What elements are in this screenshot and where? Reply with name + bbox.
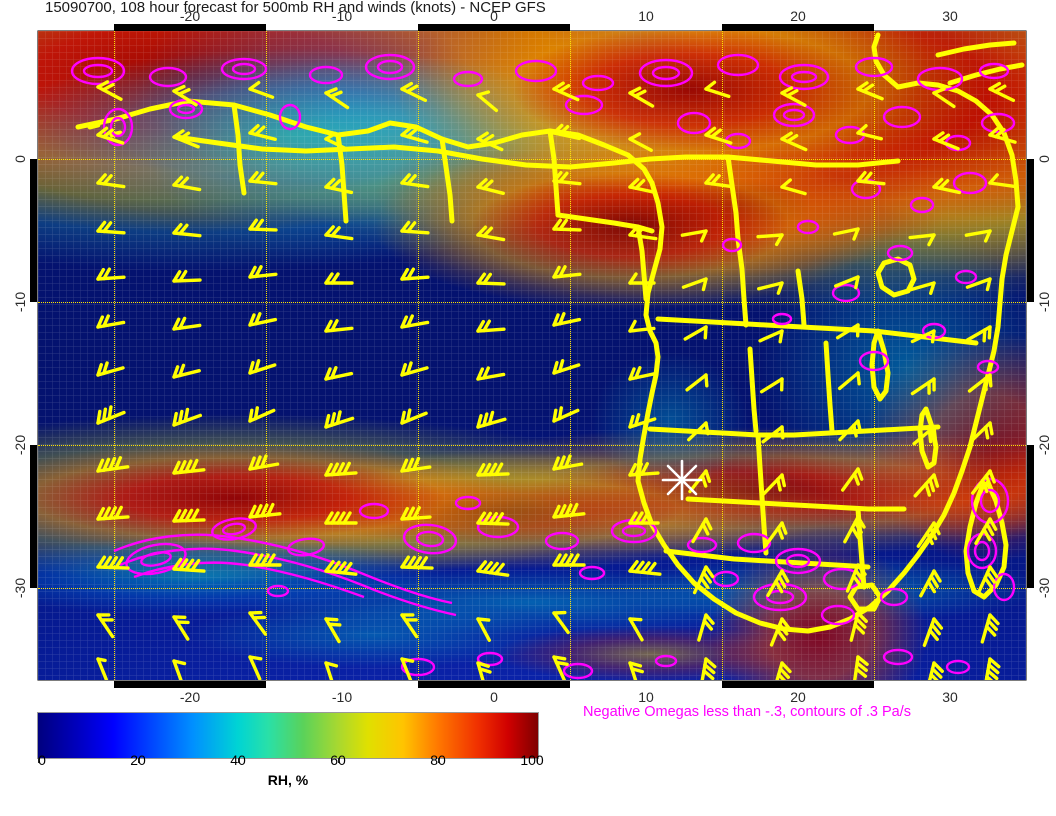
graticule-lon-0 <box>418 31 419 680</box>
wind-barb-layer <box>38 31 1026 680</box>
colorbar <box>38 713 538 763</box>
y-tick-right-0: 0 <box>1036 155 1052 163</box>
x-tick-top-0: -20 <box>179 8 201 24</box>
right-tick-band-2 <box>1027 445 1034 588</box>
top-tick-band-2 <box>418 24 570 31</box>
graticule-lat--10 <box>38 302 1026 303</box>
omega-contour-layer <box>38 31 1026 680</box>
x-tick-bottom-1: -10 <box>331 689 353 705</box>
left-tick-band-1 <box>30 159 37 302</box>
x-tick-top-4: 20 <box>790 8 806 24</box>
y-tick-right-2: -20 <box>1036 434 1052 456</box>
graticule-lon--20 <box>114 31 115 680</box>
x-tick-bottom-3: 10 <box>638 689 654 705</box>
right-tick-band-1 <box>1027 159 1034 302</box>
x-tick-bottom-0: -20 <box>179 689 201 705</box>
colorbar-tick-0 <box>38 758 39 763</box>
y-tick-left-1: -10 <box>12 291 28 313</box>
graticule-lon-10 <box>570 31 571 680</box>
bottom-axis-line <box>38 680 1026 681</box>
top-tick-band-3 <box>722 24 874 31</box>
left-tick-band-2 <box>30 445 37 588</box>
graticule-lon--10 <box>266 31 267 680</box>
left-axis-line <box>37 31 38 680</box>
x-tick-bottom-2: 0 <box>490 689 498 705</box>
graticule-lat--20 <box>38 445 1026 446</box>
colorbar-tick-2 <box>238 758 239 763</box>
colorbar-gradient <box>38 713 538 758</box>
station-marker-star <box>661 459 703 501</box>
graticule-lat--30 <box>38 588 1026 589</box>
x-tick-top-1: -10 <box>331 8 353 24</box>
y-tick-left-3: -30 <box>12 577 28 599</box>
graticule-lon-20 <box>722 31 723 680</box>
x-tick-top-2: 0 <box>490 8 498 24</box>
forecast-map-plot <box>38 31 1026 680</box>
colorbar-tick-4 <box>438 758 439 763</box>
graticule-lat-0 <box>38 159 1026 160</box>
colorbar-label-0: 0 <box>38 752 46 768</box>
y-tick-left-0: 0 <box>12 155 28 163</box>
colorbar-title: RH, % <box>267 772 309 788</box>
colorbar-tick-3 <box>338 758 339 763</box>
colorbar-label-1: 20 <box>130 752 146 768</box>
x-tick-top-3: 10 <box>638 8 654 24</box>
bottom-tick-band-2 <box>418 681 570 688</box>
colorbar-label-5: 100 <box>520 752 544 768</box>
y-tick-left-2: -20 <box>12 434 28 456</box>
bottom-tick-band-1 <box>114 681 266 688</box>
right-axis-line <box>1026 31 1027 680</box>
x-tick-top-5: 30 <box>942 8 958 24</box>
x-tick-bottom-5: 30 <box>942 689 958 705</box>
y-tick-right-1: -10 <box>1036 291 1052 313</box>
y-tick-right-3: -30 <box>1036 577 1052 599</box>
x-tick-bottom-4: 20 <box>790 689 806 705</box>
colorbar-tick-1 <box>138 758 139 763</box>
omega-caption: Negative Omegas less than -.3, contours … <box>583 704 912 720</box>
colorbar-tick-5 <box>537 758 538 763</box>
bottom-tick-band-3 <box>722 681 874 688</box>
page-title: 15090700, 108 hour forecast for 500mb RH… <box>45 0 546 16</box>
colorbar-label-4: 80 <box>430 752 446 768</box>
top-tick-band-1 <box>114 24 266 31</box>
colorbar-label-3: 60 <box>330 752 346 768</box>
colorbar-label-2: 40 <box>230 752 246 768</box>
